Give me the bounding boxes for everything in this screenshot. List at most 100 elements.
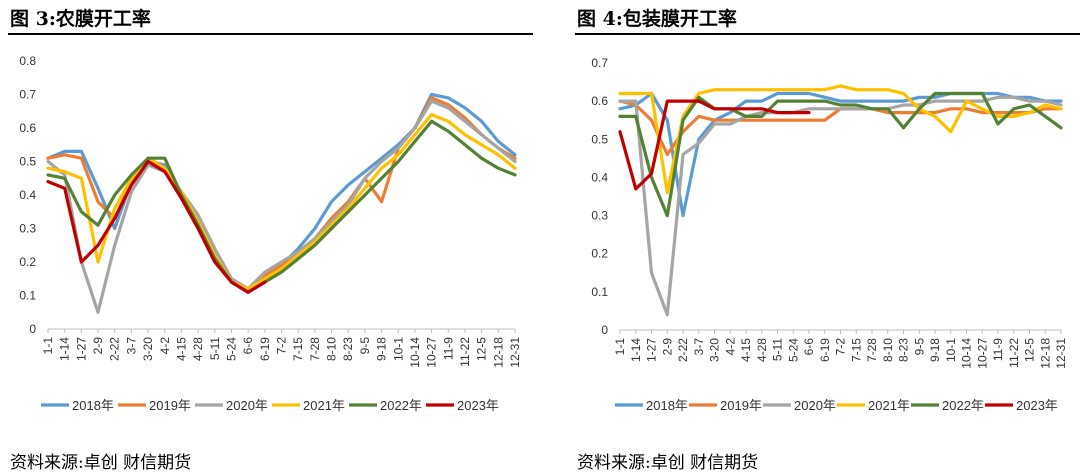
x-tick-label: 6-19 <box>818 338 832 362</box>
x-tick-label: 7-15 <box>291 337 305 361</box>
x-tick-label: 8-10 <box>881 338 895 362</box>
x-tick-label: 7-15 <box>849 338 863 362</box>
y-tick-label: 0.2 <box>591 247 608 261</box>
legend-label-3: 2021年 <box>868 398 910 413</box>
source-note-right: 资料来源:卓创 财信期货 <box>577 453 759 473</box>
y-tick-label: 0.3 <box>591 209 608 223</box>
x-tick-label: 12-5 <box>475 337 489 361</box>
y-tick-label: 0.4 <box>19 188 36 202</box>
x-tick-label: 1-27 <box>645 338 659 362</box>
x-tick-label: 8-23 <box>341 337 355 361</box>
series-line-5 <box>46 159 267 294</box>
series-line-0 <box>618 91 1063 218</box>
x-tick-label: 1-14 <box>58 337 72 361</box>
x-tick-label: 1-14 <box>629 338 643 362</box>
x-tick-label: 9-5 <box>912 338 926 356</box>
title-rule-left <box>8 33 533 35</box>
legend-label-0: 2018年 <box>646 398 688 413</box>
y-tick-label: 0.2 <box>19 255 36 269</box>
x-tick-label: 9-5 <box>358 337 372 355</box>
y-tick-label: 0.7 <box>19 88 36 102</box>
x-tick-label: 5-24 <box>224 337 238 361</box>
x-tick-label: 4-15 <box>739 338 753 362</box>
x-tick-label: 2-9 <box>660 338 674 356</box>
legend-label-2: 2020年 <box>226 398 268 413</box>
x-tick-label: 5-11 <box>208 337 222 360</box>
legend-label-1: 2019年 <box>149 398 191 413</box>
x-tick-label: 5-24 <box>786 338 800 362</box>
legend-label-5: 2023年 <box>1016 398 1058 413</box>
x-tick-label: 7-28 <box>308 337 322 361</box>
x-tick-label: 2-22 <box>108 337 122 361</box>
chart-title-left: 图 3:农膜开工率 <box>10 8 151 30</box>
x-tick-label: 1-1 <box>613 338 627 356</box>
x-tick-label: 9-18 <box>928 338 942 362</box>
y-tick-label: 0.8 <box>19 54 36 68</box>
farm-film-chart: 00.10.20.30.40.50.60.70.81-1 1-14 1-27 2-9 2… <box>19 54 522 413</box>
x-tick-label: 12-18 <box>491 337 505 368</box>
legend-label-4: 2022年 <box>380 398 422 413</box>
x-tick-label: 7-2 <box>834 338 848 356</box>
y-tick-label: 0.1 <box>591 285 608 299</box>
x-tick-label: 3-20 <box>141 337 155 361</box>
x-tick-label: 4-28 <box>191 337 205 361</box>
y-tick-label: 0.4 <box>591 170 608 184</box>
legend-label-2: 2020年 <box>794 398 836 413</box>
x-tick-label: 12-31 <box>1054 338 1068 369</box>
x-tick-label: 11-9 <box>441 337 455 360</box>
x-tick-label: 4-28 <box>755 338 769 362</box>
x-tick-label: 10-27 <box>975 338 989 369</box>
x-tick-label: 4-2 <box>723 338 737 356</box>
x-tick-label: 7-2 <box>275 337 289 355</box>
title-rule-right <box>575 33 1080 35</box>
y-tick-label: 0.3 <box>19 222 36 236</box>
y-tick-label: 0.6 <box>19 121 36 135</box>
series-line-5 <box>618 99 811 191</box>
x-tick-label: 12-31 <box>508 337 522 368</box>
x-tick-label: 6-6 <box>241 337 255 355</box>
x-tick-label: 1-1 <box>41 337 55 355</box>
y-tick-label: 0.7 <box>591 56 608 70</box>
x-tick-label: 12-5 <box>1023 338 1037 362</box>
x-tick-label: 8-10 <box>325 337 339 361</box>
x-tick-label: 10-14 <box>960 338 974 369</box>
x-tick-label: 7-28 <box>865 338 879 362</box>
series-line-2 <box>618 95 1063 317</box>
chart-panel-right: 图 4:包装膜开工率 0 0.1 0.2 0.3 0.4 0.5 0.6 0.7 1-1 1-14… <box>575 0 1080 476</box>
x-tick-label: 11-22 <box>458 337 472 367</box>
x-tick-label: 2-9 <box>91 337 105 355</box>
x-tick-label: 10-27 <box>425 337 439 368</box>
y-tick-label: 0 <box>29 322 36 336</box>
packaging-film-chart: 0 0.1 0.2 0.3 0.4 0.5 0.6 0.7 1-1 1-14 1-27 2-9 2-22… <box>591 56 1068 413</box>
x-tick-label: 10-14 <box>408 337 422 368</box>
y-tick-label: 0.5 <box>19 155 36 169</box>
x-tick-label: 3-7 <box>692 338 706 356</box>
series-line-2 <box>46 99 517 314</box>
x-tick-label: 2-22 <box>676 338 690 362</box>
legend-label-3: 2021年 <box>303 398 345 413</box>
y-tick-label: 0 <box>601 323 608 337</box>
series-line-4 <box>618 91 1063 218</box>
x-tick-label: 11-22 <box>1007 338 1021 368</box>
x-tick-label: 12-18 <box>1038 338 1052 369</box>
x-tick-label: 5-11 <box>771 338 785 361</box>
y-tick-label: 0.1 <box>19 289 36 303</box>
legend-label-5: 2023年 <box>457 398 499 413</box>
legend-label-4: 2022年 <box>942 398 984 413</box>
series-line-4 <box>46 119 517 294</box>
x-tick-label: 11-9 <box>991 338 1005 361</box>
x-tick-label: 4-15 <box>174 337 188 361</box>
source-note-left: 资料来源:卓创 财信期货 <box>10 453 192 473</box>
x-tick-label: 3-7 <box>124 337 138 355</box>
chart-title-right: 图 4:包装膜开工率 <box>577 8 737 30</box>
y-tick-label: 0.5 <box>591 132 608 146</box>
x-tick-label: 10-1 <box>391 337 405 361</box>
chart-panel-left: 图 3:农膜开工率 0 0.1 0.2 0.3 0.4 0.5 0.6 0.7 0.8 1-1 1-… <box>8 0 533 476</box>
legend-label-1: 2019年 <box>720 398 762 413</box>
series-line-3 <box>46 113 517 291</box>
x-tick-label: 6-6 <box>802 338 816 356</box>
x-tick-label: 9-18 <box>375 337 389 361</box>
y-tick-label: 0.6 <box>591 94 608 108</box>
x-tick-label: 4-2 <box>158 337 172 355</box>
x-tick-label: 1-27 <box>74 337 88 361</box>
